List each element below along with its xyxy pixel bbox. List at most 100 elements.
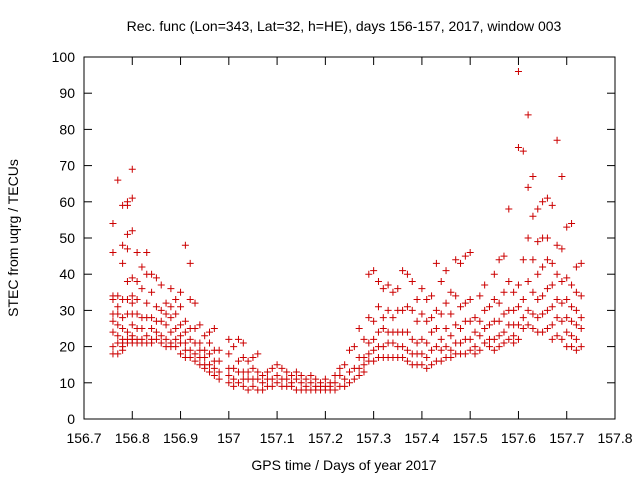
data-point [563, 274, 571, 282]
data-point [577, 292, 585, 300]
data-point [191, 325, 199, 332]
x-axis: 156.7 156.8 156.9 157 157.1 157.2 157.3 157.4 15… [66, 57, 633, 446]
data-point [114, 176, 122, 184]
data-point [437, 357, 445, 365]
data-point [514, 144, 522, 151]
data-point [563, 314, 571, 322]
data-point [307, 372, 315, 380]
data-point [476, 292, 484, 300]
data-point [123, 230, 131, 238]
data-point [553, 314, 561, 322]
data-point [577, 259, 585, 267]
data-point [181, 328, 189, 336]
data-point [457, 259, 465, 267]
data-point [437, 335, 445, 343]
data-point [379, 343, 387, 351]
data-point [138, 263, 146, 271]
data-point [215, 346, 223, 354]
data-point [157, 306, 165, 314]
data-point [539, 292, 547, 300]
data-point [500, 328, 508, 336]
data-point [186, 335, 194, 343]
data-point [539, 328, 547, 336]
data-point [481, 339, 489, 347]
data-point [529, 310, 537, 318]
data-point [201, 364, 209, 372]
data-point [239, 353, 247, 361]
data-point [413, 296, 421, 304]
data-point [495, 317, 503, 325]
y-axis: 0 10 20 30 40 50 60 70 80 90 100 [52, 49, 615, 427]
data-point [177, 332, 185, 340]
data-point [259, 386, 267, 394]
data-point [568, 281, 576, 289]
data-point [143, 299, 151, 307]
data-point [408, 335, 416, 343]
data-point [302, 375, 310, 383]
data-point [206, 328, 214, 336]
data-point [370, 357, 378, 365]
x-axis-label: GPS time / Days of year 2017 [251, 457, 436, 473]
data-point [403, 346, 411, 354]
data-point [254, 350, 262, 358]
data-point [466, 317, 474, 325]
data-point [128, 227, 136, 235]
data-point [543, 306, 551, 314]
data-point [534, 314, 542, 322]
data-point [148, 288, 156, 296]
y-tick-label: 50 [59, 230, 75, 246]
data-point [524, 111, 532, 119]
data-point [123, 277, 131, 285]
data-point [157, 281, 165, 289]
data-point [157, 339, 165, 347]
data-point [225, 335, 233, 343]
data-point [442, 299, 450, 307]
data-point [186, 346, 194, 354]
y-tick-label: 90 [59, 85, 75, 101]
data-point [543, 325, 551, 332]
data-point [461, 252, 469, 260]
data-point [577, 325, 585, 332]
data-point [379, 314, 387, 322]
data-point [423, 317, 431, 325]
data-point [225, 379, 233, 387]
data-point [148, 325, 156, 332]
data-point [206, 350, 214, 358]
data-point [128, 321, 136, 329]
data-point [244, 386, 252, 394]
data-point [234, 379, 242, 387]
data-point [577, 343, 585, 351]
data-point [403, 270, 411, 278]
data-point [172, 310, 180, 318]
data-point [432, 306, 440, 314]
data-point [481, 281, 489, 289]
data-point [442, 343, 450, 351]
data-point [230, 364, 238, 372]
y-axis-label: STEC from uqrg / TECUs [5, 159, 21, 317]
data-point [399, 343, 407, 351]
data-point [152, 274, 160, 282]
data-point [297, 379, 305, 387]
data-point [568, 303, 576, 311]
data-point [418, 310, 426, 318]
data-point [539, 263, 547, 271]
data-point [389, 288, 397, 296]
data-point [553, 296, 561, 304]
data-point [133, 310, 141, 318]
data-point [138, 325, 146, 332]
data-point [341, 375, 349, 383]
data-point [133, 248, 141, 256]
data-point [476, 317, 484, 325]
data-point [485, 343, 493, 351]
data-point [148, 270, 156, 278]
data-point [350, 375, 358, 383]
data-point [399, 306, 407, 314]
data-point [534, 205, 542, 213]
data-point [394, 285, 402, 293]
data-point [268, 382, 276, 390]
data-point [447, 346, 455, 354]
data-point [128, 292, 136, 300]
data-point [365, 270, 373, 278]
data-point [529, 212, 537, 220]
